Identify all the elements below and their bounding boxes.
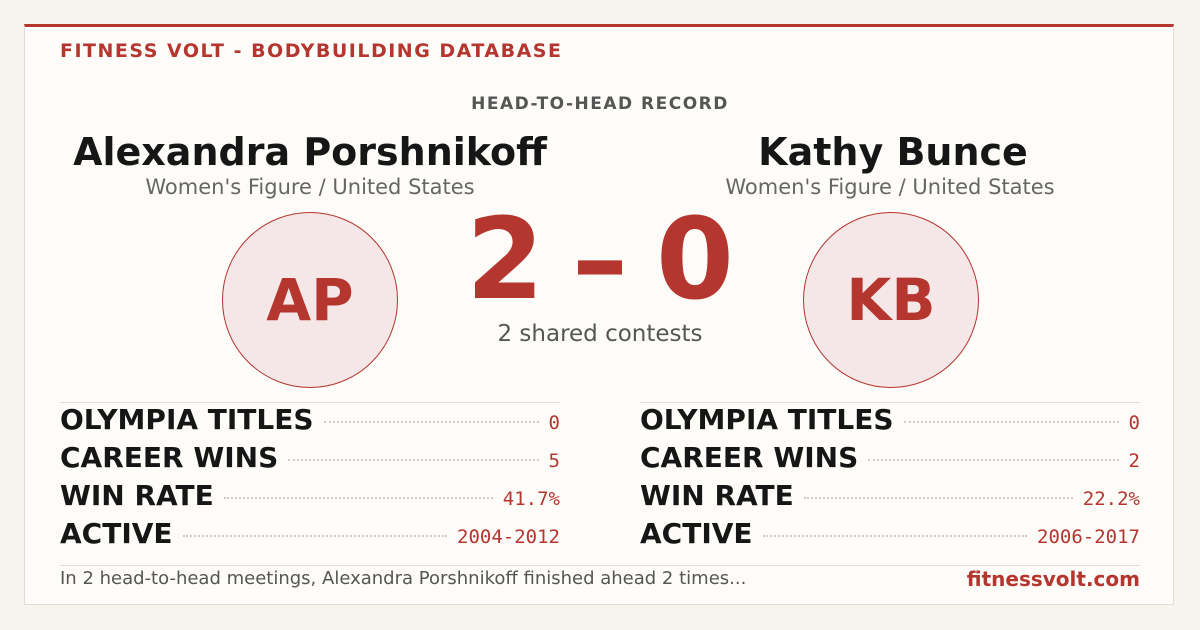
stat-value: 2004-2012 (457, 526, 560, 548)
summary: In 2 head-to-head meetings, Alexandra Po… (60, 568, 747, 589)
stat-label: ACTIVE (640, 517, 753, 550)
leader (868, 459, 1119, 461)
stat-row: ACTIVE 2006-2017 (640, 517, 1140, 555)
stat-row: ACTIVE 2004-2012 (60, 517, 560, 555)
stats: OLYMPIA TITLES 0 CAREER WINS 2 WIN RATE 22.2%… (640, 402, 1140, 555)
shared-contests: 2 shared contests (497, 321, 703, 347)
avatar: KB (803, 212, 979, 388)
stat-value: 0 (1128, 412, 1140, 434)
leader (223, 497, 493, 499)
stat-value: 5 (548, 450, 560, 472)
athlete-division: Women's Figure / United States (725, 175, 1055, 199)
stat-label: OLYMPIA TITLES (640, 403, 894, 436)
site[interactable]: fitnessvolt.com (966, 567, 1140, 591)
score-right: 0 (656, 195, 734, 325)
athlete-division: Women's Figure / United States (145, 175, 475, 199)
stat-label: OLYMPIA TITLES (60, 403, 314, 436)
card (24, 24, 1174, 605)
score-separator: – (572, 195, 628, 325)
athlete-name: Kathy Bunce (758, 130, 1028, 174)
stat-label: CAREER WINS (640, 441, 859, 474)
leader (182, 535, 448, 537)
stat-row: CAREER WINS 5 (60, 441, 560, 479)
stat-row: OLYMPIA TITLES 0 (640, 403, 1140, 441)
stat-row: WIN RATE 41.7% (60, 479, 560, 517)
stat-row: CAREER WINS 2 (640, 441, 1140, 479)
stat-label: WIN RATE (60, 479, 214, 512)
stat-label: ACTIVE (60, 517, 173, 550)
leader (323, 421, 539, 423)
subtitle: HEAD-TO-HEAD RECORD (471, 94, 729, 114)
leader (288, 459, 539, 461)
stat-value: 2 (1128, 450, 1140, 472)
leader (903, 421, 1119, 423)
score-left: 2 (466, 195, 544, 325)
stat-value: 22.2% (1082, 488, 1140, 510)
stat-value: 2006-2017 (1037, 526, 1140, 548)
divider (60, 565, 1140, 566)
stat-row: OLYMPIA TITLES 0 (60, 403, 560, 441)
avatar: AP (222, 212, 398, 388)
stat-row: WIN RATE 22.2% (640, 479, 1140, 517)
brand: FITNESS VOLT - BODYBUILDING DATABASE (60, 40, 563, 62)
stat-value: 0 (548, 412, 560, 434)
stat-value: 41.7% (502, 488, 560, 510)
stat-label: CAREER WINS (60, 441, 279, 474)
athlete-name: Alexandra Porshnikoff (73, 130, 547, 174)
leader (762, 535, 1028, 537)
leader (803, 497, 1073, 499)
score: 2–0 (0, 195, 1200, 325)
stat-label: WIN RATE (640, 479, 794, 512)
stats: OLYMPIA TITLES 0 CAREER WINS 5 WIN RATE 41.7%… (60, 402, 560, 555)
